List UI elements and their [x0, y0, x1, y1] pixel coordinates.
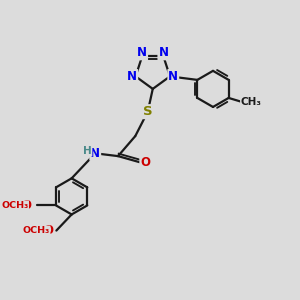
Text: O: O [22, 199, 32, 212]
Text: O: O [43, 224, 53, 237]
Text: O: O [140, 156, 150, 169]
Text: OCH₃: OCH₃ [23, 226, 50, 235]
Text: N: N [90, 147, 100, 160]
Text: H: H [83, 146, 92, 156]
Text: CH₃: CH₃ [241, 97, 262, 107]
Text: OCH₃: OCH₃ [1, 201, 28, 210]
Text: N: N [168, 70, 178, 83]
Text: N: N [127, 70, 137, 83]
Text: S: S [143, 105, 153, 118]
Text: N: N [137, 46, 147, 59]
Text: N: N [158, 46, 168, 59]
